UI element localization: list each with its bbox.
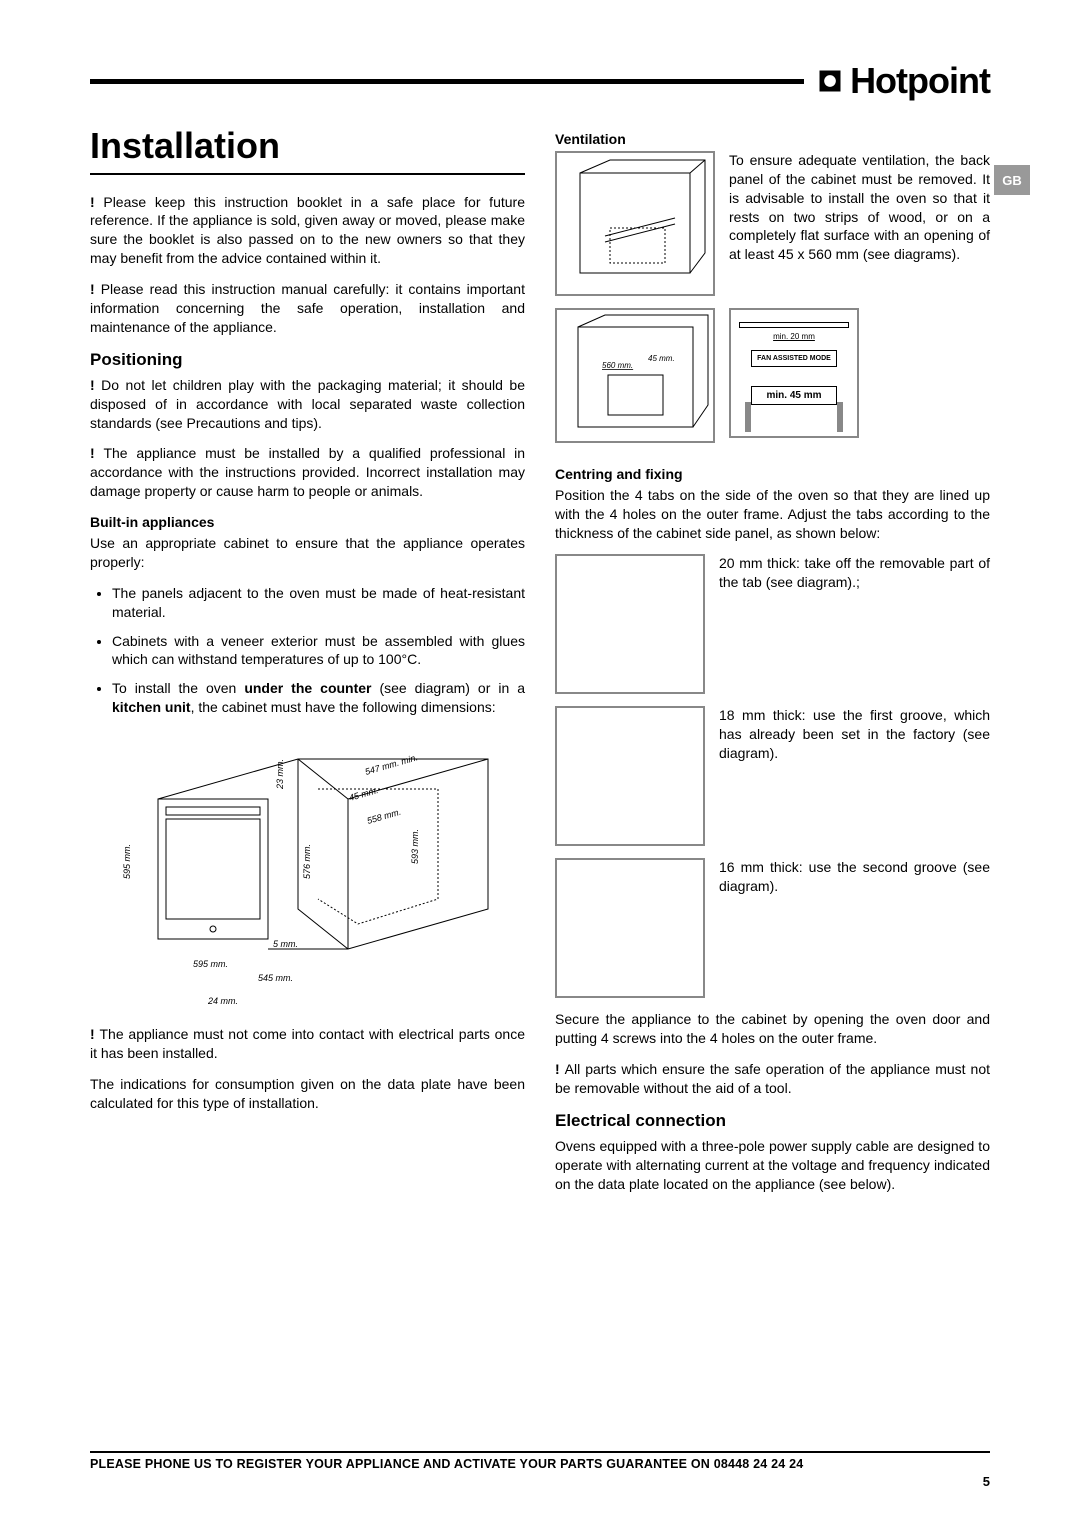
- svg-text:45 mm.: 45 mm.: [648, 354, 675, 363]
- centring-text: Position the 4 tabs on the side of the o…: [555, 486, 990, 543]
- tab-16mm-diagram: [555, 858, 705, 998]
- list-item: Cabinets with a veneer exterior must be …: [112, 632, 525, 670]
- svg-text:595 mm.: 595 mm.: [122, 844, 132, 879]
- ventilation-clearance-diagram: min. 20 mm FAN ASSISTED MODE min. 45 mm: [729, 308, 859, 438]
- svg-text:23 mm.: 23 mm.: [275, 759, 285, 790]
- svg-text:576 mm.: 576 mm.: [302, 844, 312, 879]
- builtin-list: The panels adjacent to the oven must be …: [112, 584, 525, 717]
- secure-warn: All parts which ensure the safe operatio…: [555, 1060, 990, 1098]
- header-rule: [90, 79, 804, 84]
- electrical-heading: Electrical connection: [555, 1110, 990, 1133]
- tab-18mm-diagram: [555, 706, 705, 846]
- brand-text: Hotpoint: [850, 60, 990, 102]
- svg-text:547 mm. min.: 547 mm. min.: [363, 752, 418, 777]
- positioning-qualified: The appliance must be installed by a qua…: [90, 444, 525, 501]
- tab-18mm-text: 18 mm thick: use the first groove, which…: [719, 706, 990, 846]
- ventilation-heading: Ventilation: [555, 130, 990, 149]
- svg-text:595 mm.: 595 mm.: [193, 959, 228, 969]
- intro-keep-booklet: Please keep this instruction booklet in …: [90, 193, 525, 269]
- list-item: The panels adjacent to the oven must be …: [112, 584, 525, 622]
- secure-text: Secure the appliance to the cabinet by o…: [555, 1010, 990, 1048]
- locale-badge: GB: [994, 165, 1030, 195]
- brand-logo: Hotpoint: [816, 60, 990, 102]
- page-title: Installation: [90, 122, 525, 175]
- brand-icon: [816, 67, 844, 95]
- tab-20mm-text: 20 mm thick: take off the removable part…: [719, 554, 990, 694]
- no-contact-electrical: The appliance must not come into contact…: [90, 1025, 525, 1063]
- tab-16mm-text: 16 mm thick: use the second groove (see …: [719, 858, 990, 998]
- svg-text:5 mm.: 5 mm.: [273, 939, 298, 949]
- right-column: Ventilation To ensure adequate ventilati…: [555, 122, 990, 1206]
- svg-text:593 mm.: 593 mm.: [410, 829, 420, 864]
- electrical-text: Ovens equipped with a three-pole power s…: [555, 1137, 990, 1194]
- svg-text:558 mm.: 558 mm.: [365, 807, 401, 826]
- ventilation-diagram-1: [555, 151, 715, 296]
- svg-text:24 mm.: 24 mm.: [207, 996, 238, 1006]
- intro-read-manual: Please read this instruction manual care…: [90, 280, 525, 337]
- svg-text:45 mm.: 45 mm.: [347, 785, 379, 803]
- footer-register: PLEASE PHONE US TO REGISTER YOUR APPLIAN…: [90, 1451, 990, 1471]
- cabinet-dimensions-diagram: 595 mm. 595 mm. 545 mm. 24 mm. 576 mm. 5…: [118, 729, 498, 1009]
- positioning-heading: Positioning: [90, 349, 525, 372]
- svg-text:545 mm.: 545 mm.: [258, 973, 293, 983]
- data-plate-note: The indications for consumption given on…: [90, 1075, 525, 1113]
- centring-heading: Centring and fixing: [555, 465, 990, 484]
- positioning-children: Do not let children play with the packag…: [90, 376, 525, 433]
- builtin-intro: Use an appropriate cabinet to ensure tha…: [90, 534, 525, 572]
- svg-text:560 mm.: 560 mm.: [602, 361, 633, 370]
- header-bar: Hotpoint: [90, 60, 990, 102]
- ventilation-text: To ensure adequate ventilation, the back…: [729, 151, 990, 296]
- left-column: Installation Please keep this instructio…: [90, 122, 525, 1206]
- ventilation-diagram-2: 560 mm. 45 mm.: [555, 308, 715, 443]
- builtin-heading: Built-in appliances: [90, 513, 525, 532]
- page-number: 5: [983, 1474, 990, 1489]
- tab-20mm-diagram: [555, 554, 705, 694]
- list-item: To install the oven under the counter (s…: [112, 679, 525, 717]
